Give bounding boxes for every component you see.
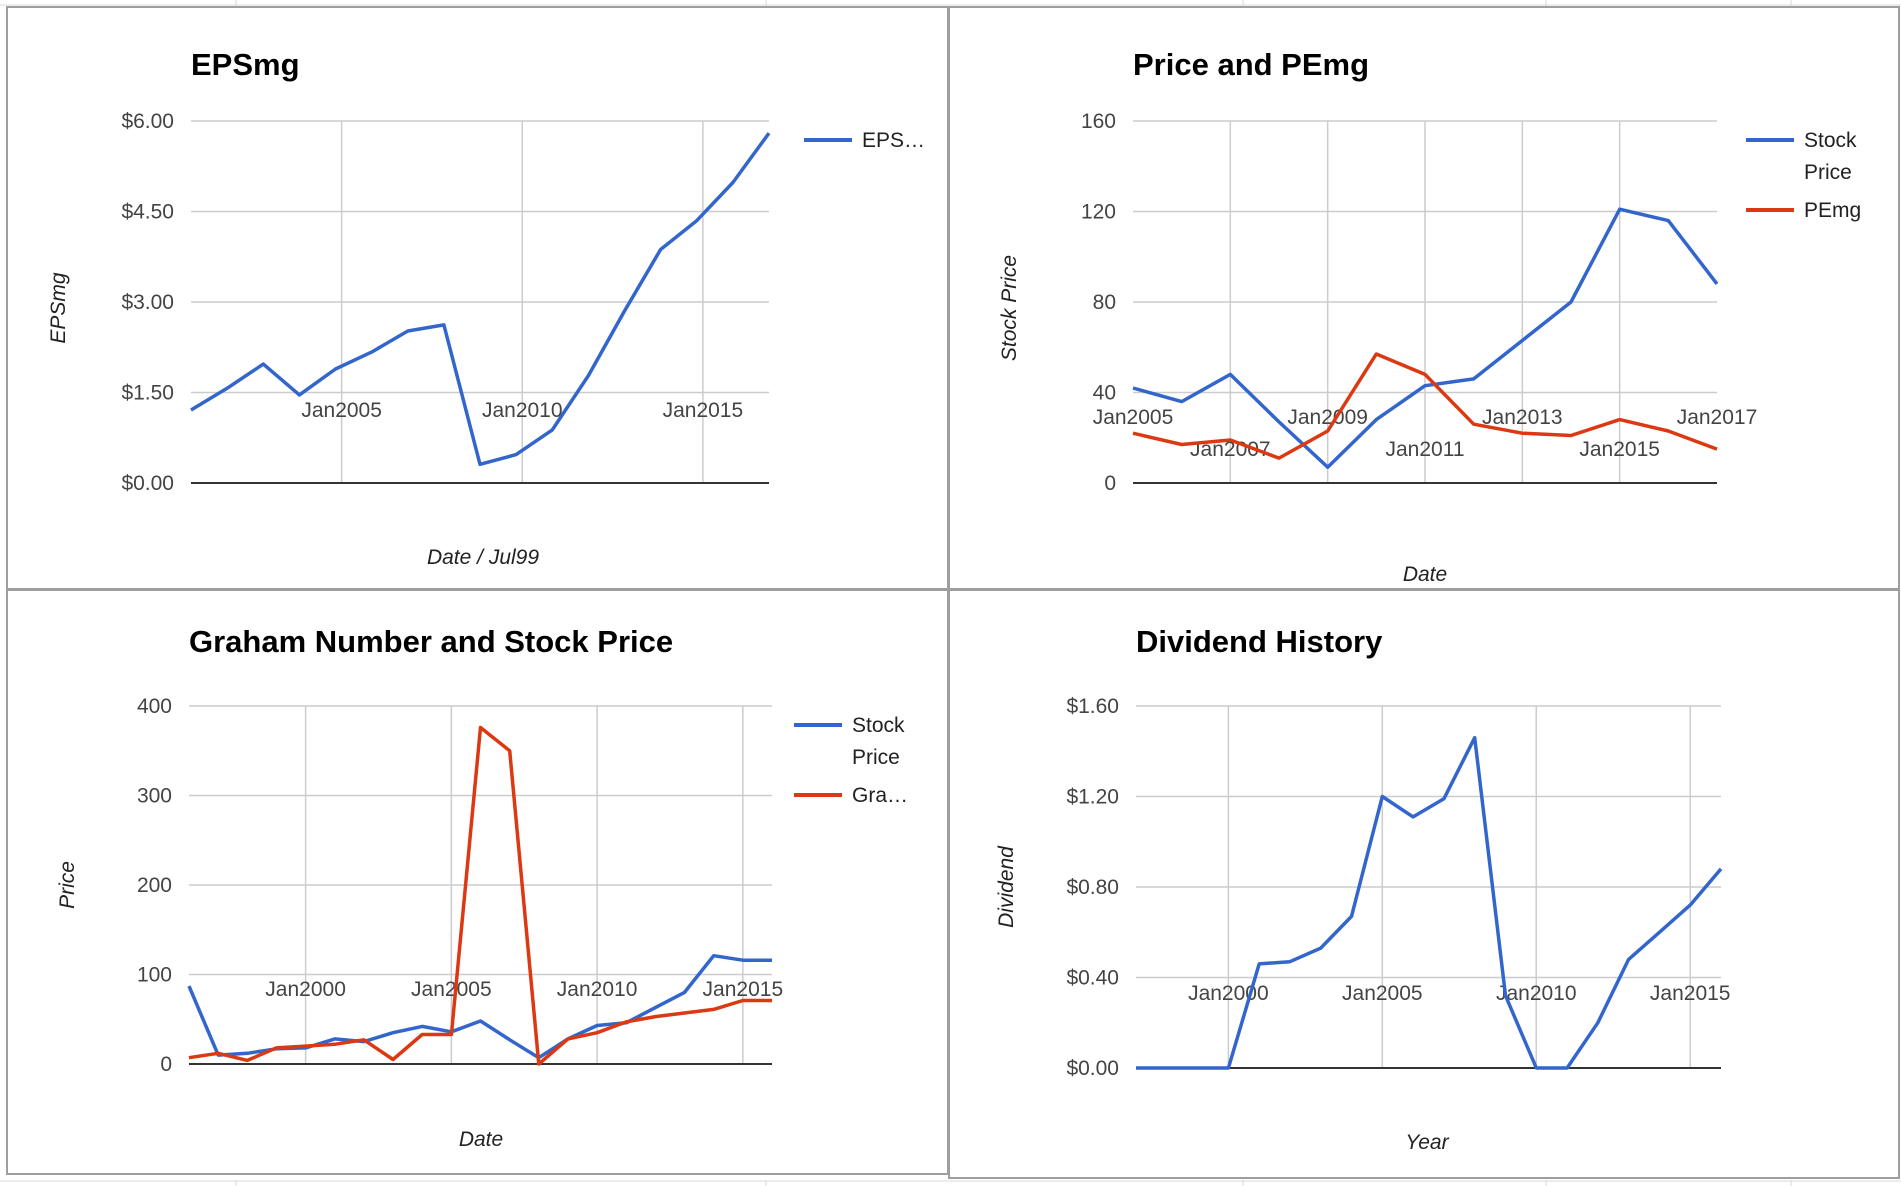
x-axis-label: Date [459,1128,503,1151]
legend-label[interactable]: Gra… [852,784,908,807]
chart-title: Price and PEmg [1133,47,1369,82]
y-tick-label: 40 [1093,382,1116,405]
x-tick-label: Jan2005 [301,399,382,422]
chart-svg: Graham Number and Stock Price 0 100 200 300… [56,624,908,1151]
chart-svg: EPSmg $0.00 $1.50 $3.00 $4.50 $6.00 Jan2005 Ja… [47,47,925,569]
y-tick-label: 0 [1104,472,1116,495]
y-axis-label: EPSmg [47,272,70,344]
x-tick-label: Jan2000 [1188,982,1269,1005]
series-line[interactable] [1136,735,1723,1070]
y-tick-label: $1.20 [1066,786,1119,809]
y-tick-label: $1.50 [121,382,174,405]
chart-panel-graham-number[interactable]: Graham Number and Stock Price 0 100 200 300… [6,589,949,1175]
x-tick-label: Jan2005 [1342,982,1423,1005]
y-tick-label: 400 [137,695,172,718]
y-tick-label: 80 [1093,291,1116,314]
y-tick-label: $0.80 [1066,876,1119,899]
chart-panel-dividend-history[interactable]: Dividend History $0.00 $0.40 $0.80 $1.20 $1.… [948,589,1900,1179]
series-line[interactable] [187,953,772,1060]
legend-label[interactable]: Price [1804,161,1852,184]
y-tick-label: $0.00 [1066,1057,1119,1080]
chart-title: Graham Number and Stock Price [189,624,673,659]
x-tick-label: Jan2005 [1093,406,1174,429]
x-tick-label: Jan2015 [1650,982,1731,1005]
y-tick-label: $0.40 [1066,967,1119,990]
x-tick-label: Jan2010 [557,978,638,1001]
x-tick-label: Jan2015 [1579,438,1660,461]
y-tick-label: $6.00 [121,110,174,133]
x-tick-label: Jan2011 [1385,438,1464,461]
x-tick-label: Jan2009 [1287,406,1368,429]
chart-title: Dividend History [1136,624,1383,659]
y-tick-label: $0.00 [121,472,174,495]
x-tick-label: Jan2007 [1190,438,1271,461]
legend-label[interactable]: PEmg [1804,199,1861,222]
x-tick-label: Jan2013 [1482,406,1563,429]
y-tick-label: $4.50 [121,201,174,224]
y-tick-label: 160 [1081,110,1116,133]
x-tick-label: Jan2005 [411,978,492,1001]
y-tick-label: $1.60 [1066,695,1119,718]
series-line[interactable] [1132,352,1718,460]
x-tick-label: Jan2010 [482,399,563,422]
x-tick-label: Jan2015 [663,399,744,422]
y-axis-label: Price [56,861,79,909]
y-tick-label: 0 [160,1053,172,1076]
legend-label[interactable]: Stock [1804,129,1857,152]
y-axis-label: Dividend [995,845,1018,928]
x-tick-label: Jan2000 [265,978,346,1001]
chart-panel-epsmg[interactable]: EPSmg $0.00 $1.50 $3.00 $4.50 $6.00 Jan2005 Ja… [6,6,949,590]
x-axis-label: Date [1403,563,1447,586]
chart-panel-price-and-pemg[interactable]: Price and PEmg 0 40 80 120 160 Jan2005 Jan2007… [948,6,1900,590]
x-axis-label: Year [1405,1131,1449,1154]
series-line[interactable] [1132,207,1719,469]
y-tick-label: 300 [137,785,172,808]
x-axis-label: Date / Jul99 [427,546,539,569]
series-line[interactable] [190,132,771,467]
legend-label[interactable]: Price [852,746,900,769]
chart-svg: Dividend History $0.00 $0.40 $0.80 $1.20 $1.… [995,624,1731,1154]
x-tick-label: Jan2015 [703,978,784,1001]
y-tick-label: $3.00 [121,291,174,314]
x-tick-label: Jan2017 [1677,406,1758,429]
y-axis-label: Stock Price [998,255,1021,361]
x-tick-label: Jan2010 [1496,982,1577,1005]
chart-svg: Price and PEmg 0 40 80 120 160 Jan2005 Jan2007… [998,47,1861,586]
y-tick-label: 200 [137,874,172,897]
legend-label[interactable]: Stock [852,714,905,737]
y-tick-label: 120 [1081,201,1116,224]
series-line[interactable] [188,725,772,1066]
legend-label[interactable]: EPS… [862,129,925,152]
chart-title: EPSmg [191,47,300,82]
y-tick-label: 100 [137,964,172,987]
